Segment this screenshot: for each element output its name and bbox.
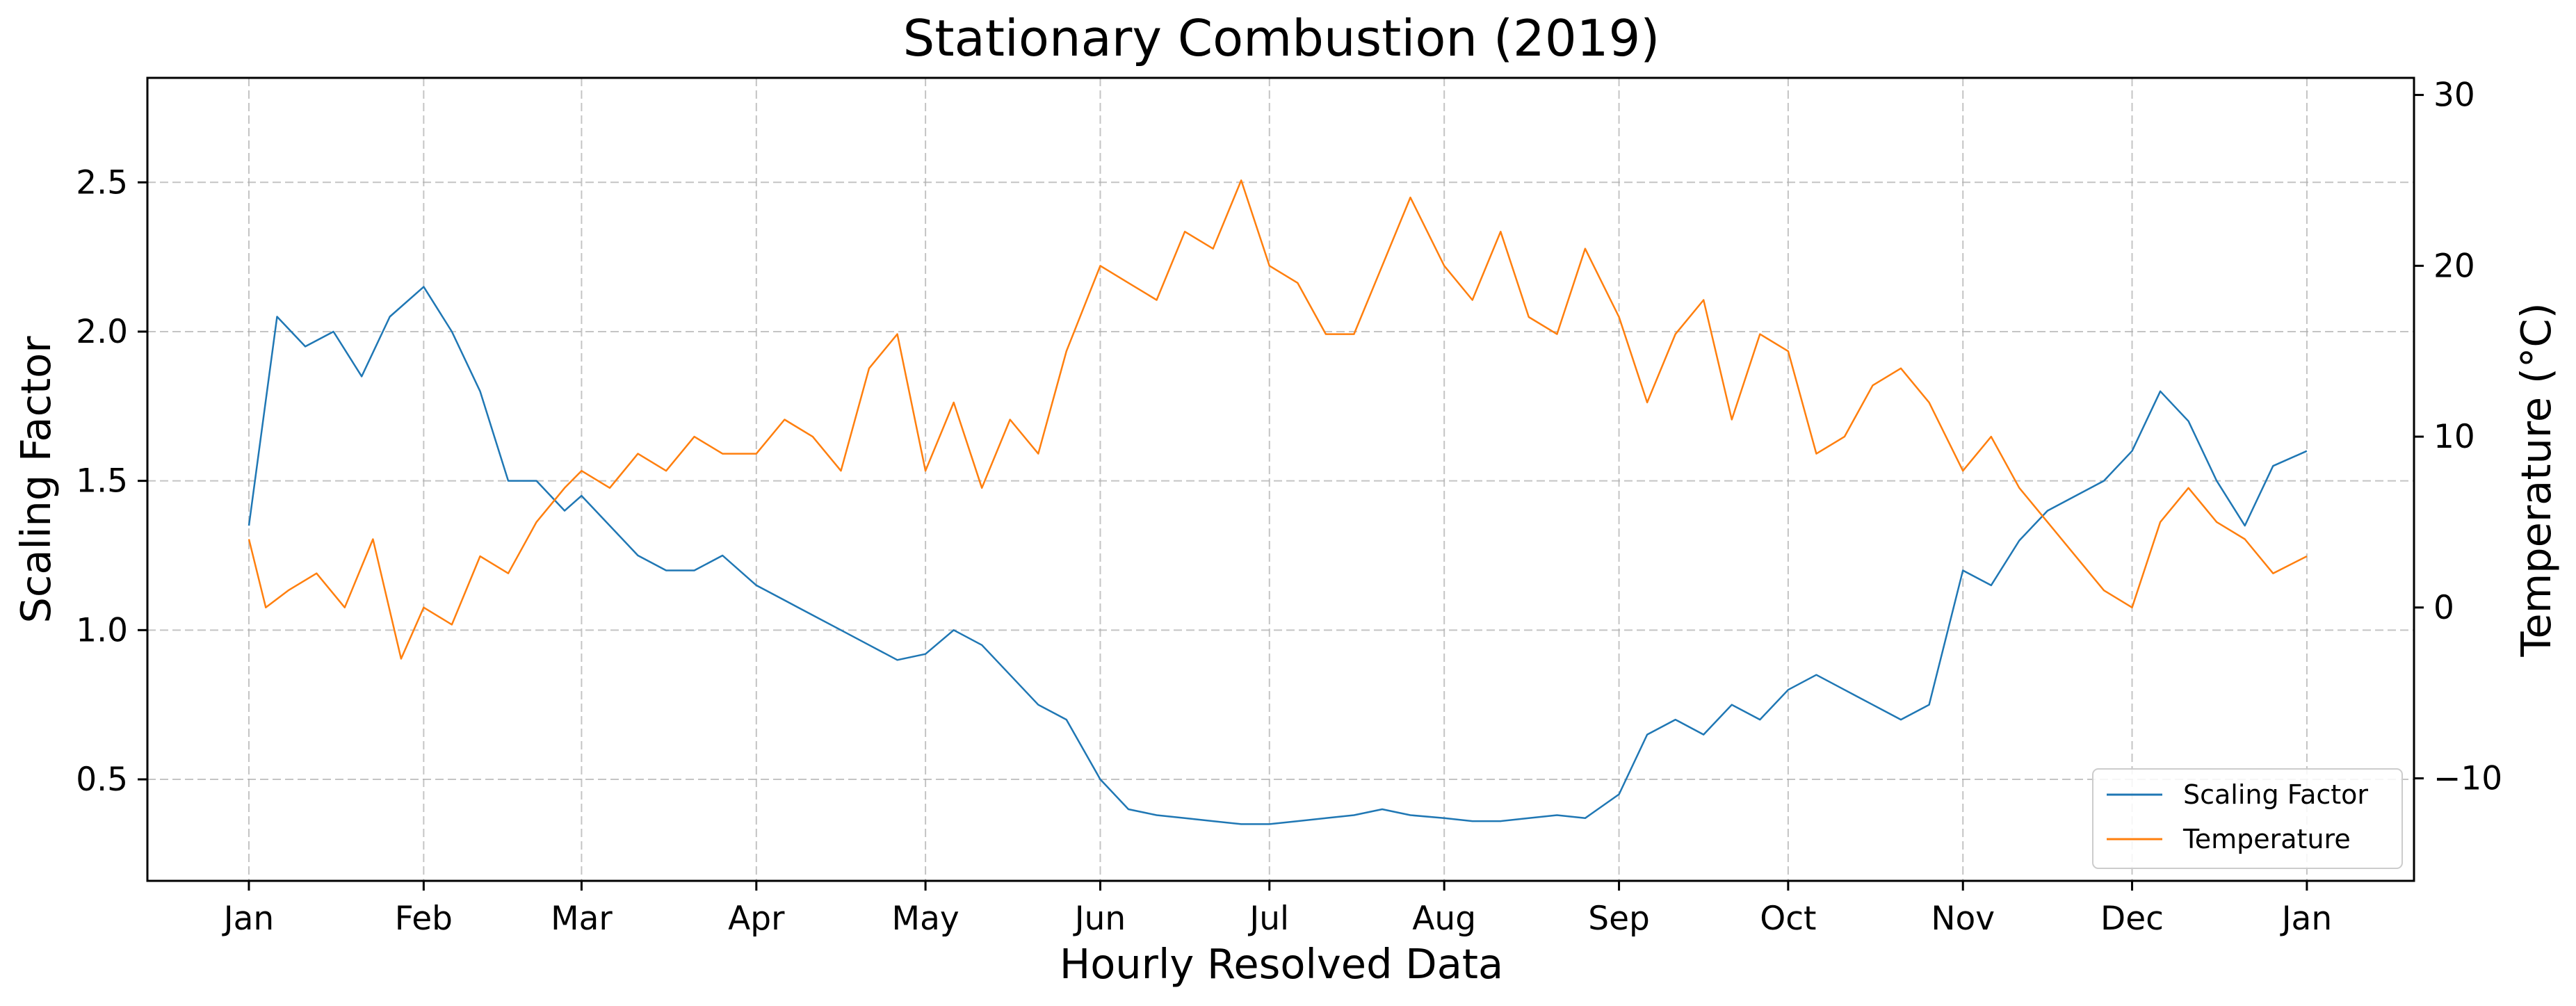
left-y-tick-label: 1.5 [76, 462, 128, 501]
legend-label-scaling-factor: Scaling Factor [2183, 779, 2368, 810]
x-axis: Jan Feb Mar Apr May Jun Jul Aug Sep Oct Nov Dec Jan [222, 881, 2332, 938]
legend: Scaling Factor Temperature [2092, 768, 2403, 869]
x-tick-label: Aug [1412, 900, 1476, 938]
x-tick-label: Oct [1760, 900, 1816, 938]
right-y-tick-label: −10 [2433, 760, 2502, 798]
left-y-tick-label: 2.0 [76, 313, 128, 351]
right-y-tick-label: 10 [2433, 418, 2475, 456]
left-y-tick-label: 0.5 [76, 761, 128, 799]
left-y-axis-label: Scaling Factor [12, 336, 60, 624]
left-y-tick-label: 1.0 [76, 611, 128, 649]
x-tick-label: Sep [1588, 900, 1650, 938]
series-line-temperature [248, 179, 2308, 660]
left-y-tick-label: 2.5 [76, 163, 128, 202]
x-tick-label: Jun [1073, 900, 1126, 938]
gridlines [147, 78, 2414, 881]
series-layer [248, 179, 2308, 825]
x-tick-label: Jul [1247, 900, 1289, 938]
x-tick-label: Apr [728, 900, 785, 938]
x-tick-label: Nov [1931, 900, 1995, 938]
right-y-tick-label: 0 [2433, 589, 2454, 627]
x-tick-label: Dec [2100, 900, 2164, 938]
right-y-axis: −10 0 10 20 30 [2414, 76, 2502, 798]
series-line-scaling-factor [248, 286, 2308, 825]
right-y-axis-label: Temperature (°C) [2512, 302, 2560, 657]
legend-box [2092, 768, 2403, 869]
right-y-tick-label: 20 [2433, 247, 2475, 285]
x-tick-label: Jan [222, 900, 274, 938]
x-tick-label: Jan [2280, 900, 2332, 938]
right-y-tick-label: 30 [2433, 76, 2475, 115]
x-axis-label: Hourly Resolved Data [1060, 940, 1503, 988]
left-y-axis: 0.5 1.0 1.5 2.0 2.5 [76, 163, 147, 799]
x-tick-label: Mar [551, 900, 613, 938]
legend-label-temperature: Temperature [2182, 824, 2351, 854]
plot-frame [146, 76, 2415, 882]
x-tick-label: Feb [395, 900, 453, 938]
chart-title: Stationary Combustion (2019) [903, 9, 1660, 67]
x-tick-label: May [892, 900, 959, 938]
